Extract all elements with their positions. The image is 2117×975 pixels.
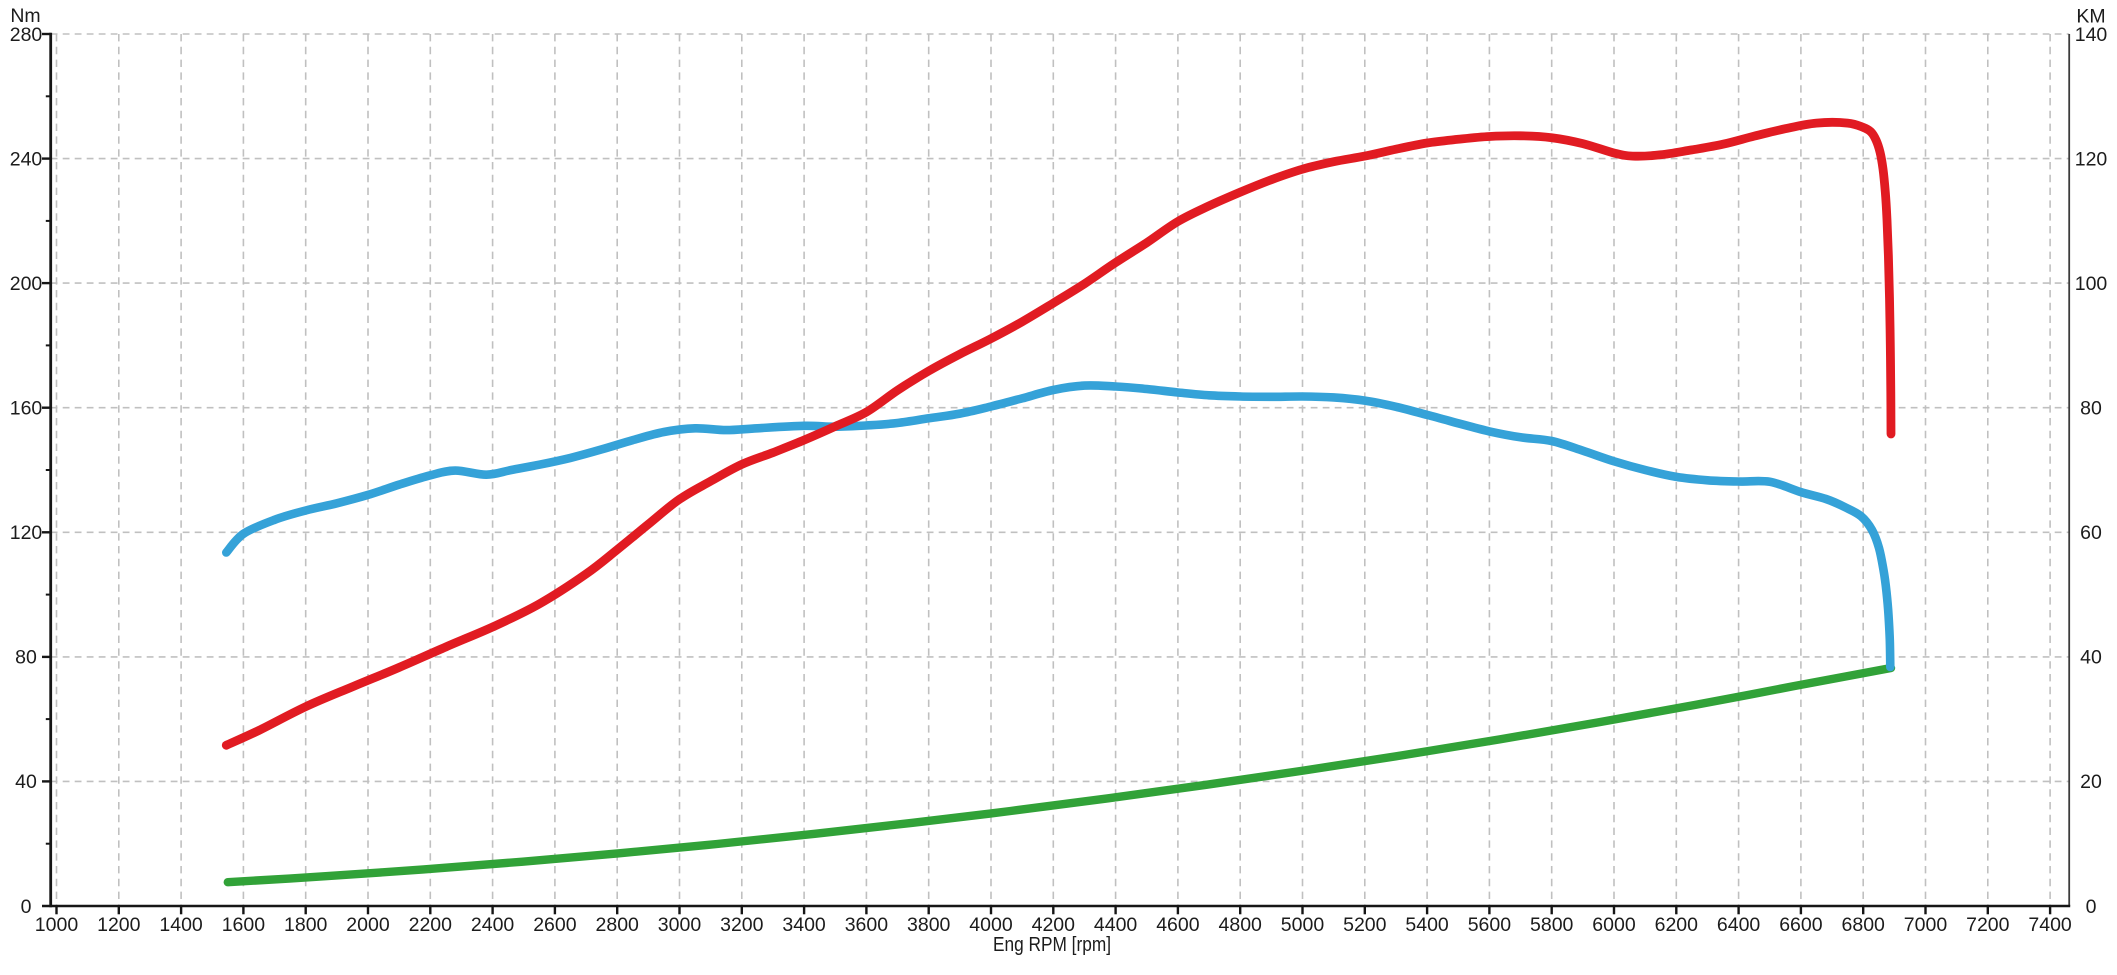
- svg-text:280: 280: [10, 24, 43, 46]
- svg-text:1600: 1600: [222, 914, 266, 936]
- svg-text:1400: 1400: [159, 914, 203, 936]
- svg-text:6000: 6000: [1592, 914, 1636, 936]
- svg-text:2800: 2800: [596, 914, 640, 936]
- svg-text:40: 40: [15, 771, 37, 793]
- svg-text:20: 20: [2080, 771, 2102, 793]
- svg-text:2200: 2200: [409, 914, 453, 936]
- svg-text:120: 120: [2075, 148, 2108, 170]
- svg-text:2600: 2600: [533, 914, 577, 936]
- svg-text:120: 120: [10, 522, 43, 544]
- svg-text:7200: 7200: [1966, 914, 2010, 936]
- svg-text:3000: 3000: [658, 914, 702, 936]
- svg-text:7000: 7000: [1904, 914, 1948, 936]
- svg-text:4000: 4000: [969, 914, 1013, 936]
- svg-text:3800: 3800: [907, 914, 951, 936]
- svg-text:1200: 1200: [97, 914, 141, 936]
- svg-text:KM: KM: [2076, 6, 2105, 28]
- svg-text:2000: 2000: [346, 914, 390, 936]
- svg-text:3600: 3600: [845, 914, 889, 936]
- svg-text:5200: 5200: [1343, 914, 1387, 936]
- svg-text:140: 140: [2075, 24, 2108, 46]
- svg-text:80: 80: [15, 647, 37, 669]
- svg-text:200: 200: [10, 273, 43, 295]
- svg-text:100: 100: [2075, 273, 2108, 295]
- svg-text:1800: 1800: [284, 914, 328, 936]
- svg-text:2400: 2400: [471, 914, 515, 936]
- svg-text:5000: 5000: [1281, 914, 1325, 936]
- svg-text:4200: 4200: [1032, 914, 1076, 936]
- svg-text:6600: 6600: [1779, 914, 1823, 936]
- svg-text:80: 80: [2080, 398, 2102, 420]
- svg-text:60: 60: [2080, 522, 2102, 544]
- svg-text:240: 240: [10, 148, 43, 170]
- svg-text:4800: 4800: [1219, 914, 1263, 936]
- svg-text:7400: 7400: [2028, 914, 2072, 936]
- svg-text:40: 40: [2080, 647, 2102, 669]
- svg-text:160: 160: [10, 398, 43, 420]
- svg-text:Nm: Nm: [10, 5, 40, 27]
- svg-text:1000: 1000: [35, 914, 79, 936]
- svg-text:3400: 3400: [782, 914, 826, 936]
- svg-text:4400: 4400: [1094, 914, 1138, 936]
- svg-text:5600: 5600: [1468, 914, 1512, 936]
- svg-text:5400: 5400: [1405, 914, 1449, 936]
- svg-text:0: 0: [2086, 896, 2097, 918]
- svg-text:6800: 6800: [1842, 914, 1886, 936]
- svg-text:5800: 5800: [1530, 914, 1574, 936]
- svg-text:0: 0: [21, 896, 32, 918]
- svg-text:6200: 6200: [1655, 914, 1699, 936]
- svg-text:3200: 3200: [720, 914, 764, 936]
- svg-text:Eng RPM [rpm]: Eng RPM [rpm]: [993, 934, 1111, 956]
- svg-text:4600: 4600: [1156, 914, 1200, 936]
- svg-text:6400: 6400: [1717, 914, 1761, 936]
